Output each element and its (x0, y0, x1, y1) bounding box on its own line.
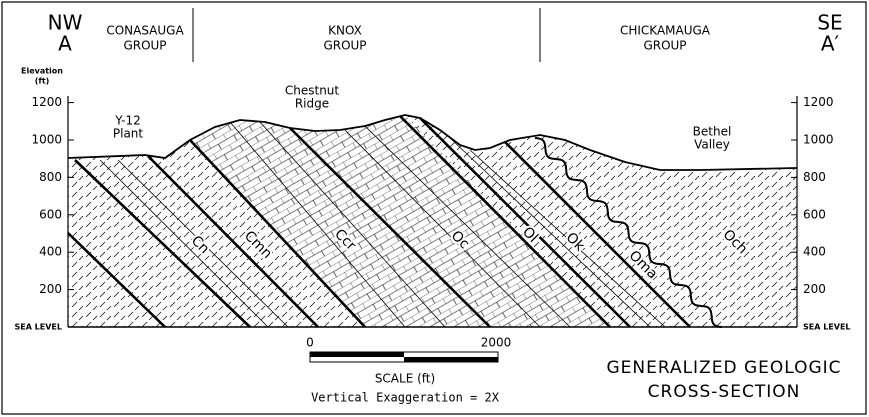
title: CROSS-SECTION (648, 382, 801, 402)
feature: Plant (113, 127, 144, 141)
tick-label: 800 (39, 170, 62, 184)
exaggeration: Vertical Exaggeration = 2X (311, 391, 500, 405)
group: GROUP (323, 39, 366, 53)
scale-label: 2000 (481, 336, 512, 350)
section (68, 96, 797, 327)
feature: Y-12 (114, 114, 141, 128)
section-end: A′ (821, 32, 840, 56)
tick-label: 1200 (31, 95, 62, 109)
tick-label: SEA LEVEL (14, 323, 62, 332)
axis-title: (ft) (35, 77, 50, 86)
feature: Bethel (693, 125, 732, 139)
cross-section: NW A SE A′ CONASAUGA GROUP KNOX GROUP CH… (0, 0, 869, 417)
scale-title: SCALE (ft) (375, 372, 435, 386)
group: KNOX (328, 24, 362, 38)
tick-label: 800 (803, 170, 826, 184)
tick-label: 600 (39, 207, 62, 221)
group: CHICKAMAUGA (620, 24, 711, 38)
tick-label: 200 (39, 282, 62, 296)
feature: Ridge (295, 97, 329, 111)
tick-label: 400 (39, 245, 62, 259)
tick-label: 600 (803, 207, 826, 221)
tick-label: 1000 (31, 133, 62, 147)
feature: Valley (694, 138, 730, 152)
tick-label: 1200 (803, 95, 834, 109)
section-end: A (58, 32, 72, 56)
tick-label: 400 (803, 245, 826, 259)
scale-bar (404, 357, 498, 362)
tick-label: 1000 (803, 133, 834, 147)
scale-bar (310, 352, 404, 357)
tick-label: 200 (803, 282, 826, 296)
scale-label: 0 (306, 336, 314, 350)
group: GROUP (123, 39, 166, 53)
axis-title: Elevation (21, 67, 63, 76)
group: GROUP (643, 39, 686, 53)
feature: Chestnut (285, 84, 340, 98)
title: GENERALIZED GEOLOGIC (606, 358, 841, 378)
group: CONASAUGA (106, 24, 184, 38)
tick-label: SEA LEVEL (803, 323, 851, 332)
